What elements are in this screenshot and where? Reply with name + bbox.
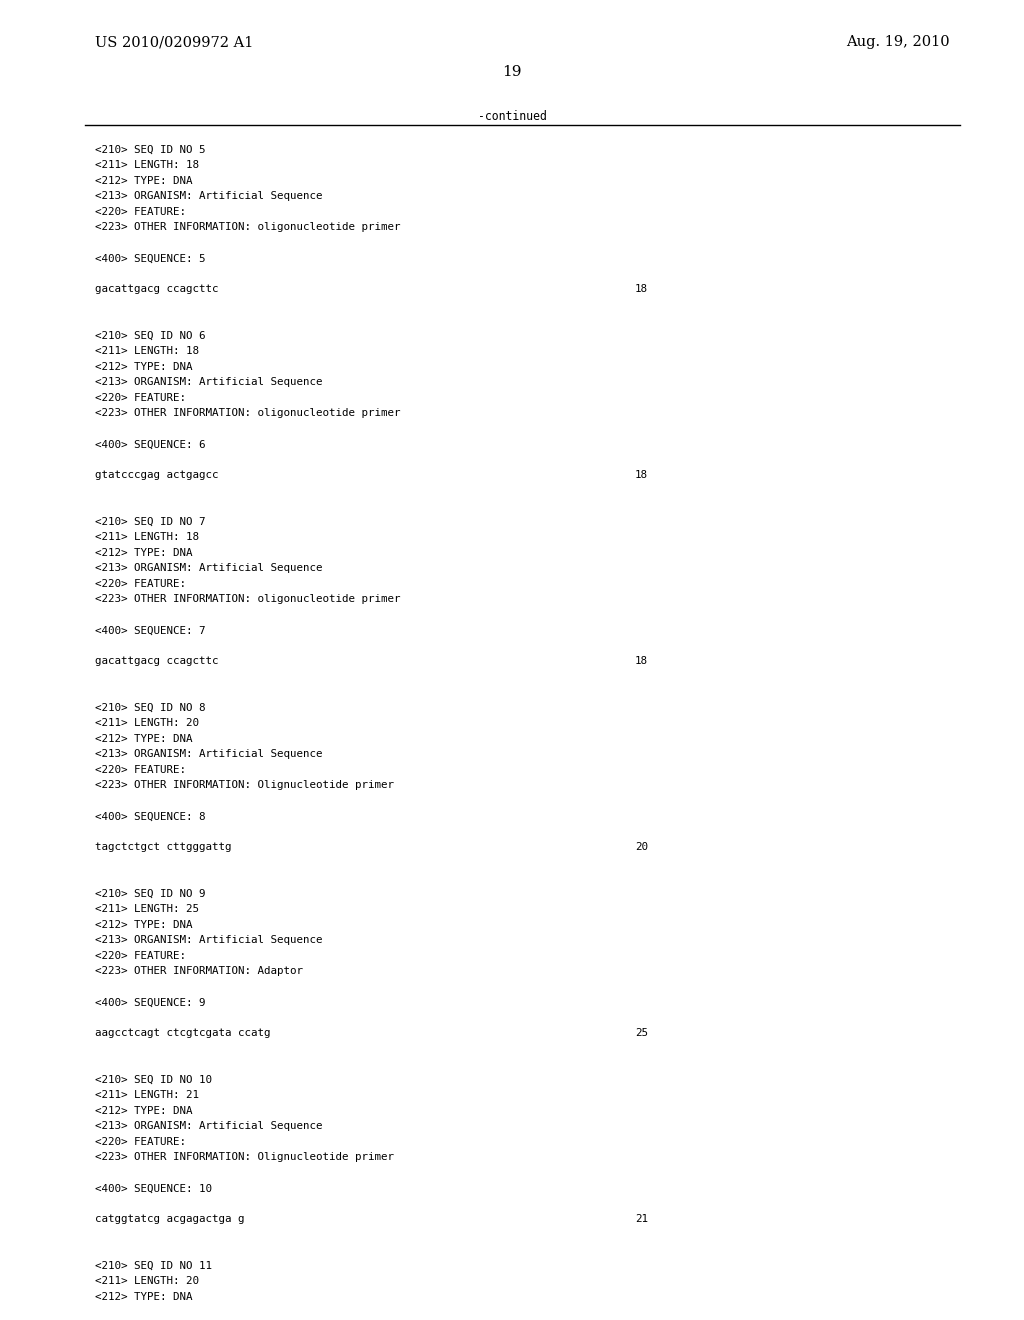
Text: <220> FEATURE:: <220> FEATURE: (95, 766, 186, 775)
Text: <212> TYPE: DNA: <212> TYPE: DNA (95, 176, 193, 186)
Text: <211> LENGTH: 20: <211> LENGTH: 20 (95, 718, 199, 729)
Text: <211> LENGTH: 20: <211> LENGTH: 20 (95, 1276, 199, 1287)
Text: <210> SEQ ID NO 9: <210> SEQ ID NO 9 (95, 888, 206, 899)
Text: gacattgacg ccagcttc: gacattgacg ccagcttc (95, 285, 218, 294)
Text: 25: 25 (635, 1028, 648, 1039)
Text: US 2010/0209972 A1: US 2010/0209972 A1 (95, 36, 253, 49)
Text: <212> TYPE: DNA: <212> TYPE: DNA (95, 734, 193, 744)
Text: <220> FEATURE:: <220> FEATURE: (95, 207, 186, 216)
Text: gacattgacg ccagcttc: gacattgacg ccagcttc (95, 656, 218, 667)
Text: <212> TYPE: DNA: <212> TYPE: DNA (95, 1106, 193, 1115)
Text: Aug. 19, 2010: Aug. 19, 2010 (847, 36, 950, 49)
Text: <220> FEATURE:: <220> FEATURE: (95, 950, 186, 961)
Text: <400> SEQUENCE: 6: <400> SEQUENCE: 6 (95, 440, 206, 450)
Text: <223> OTHER INFORMATION: Olignucleotide primer: <223> OTHER INFORMATION: Olignucleotide … (95, 1152, 394, 1163)
Text: <213> ORGANISM: Artificial Sequence: <213> ORGANISM: Artificial Sequence (95, 936, 323, 945)
Text: <210> SEQ ID NO 6: <210> SEQ ID NO 6 (95, 331, 206, 341)
Text: <223> OTHER INFORMATION: oligonucleotide primer: <223> OTHER INFORMATION: oligonucleotide… (95, 594, 400, 605)
Text: 18: 18 (635, 470, 648, 480)
Text: <223> OTHER INFORMATION: oligonucleotide primer: <223> OTHER INFORMATION: oligonucleotide… (95, 223, 400, 232)
Text: aagcctcagt ctcgtcgata ccatg: aagcctcagt ctcgtcgata ccatg (95, 1028, 270, 1039)
Text: 19: 19 (502, 65, 522, 79)
Text: <211> LENGTH: 18: <211> LENGTH: 18 (95, 161, 199, 170)
Text: <213> ORGANISM: Artificial Sequence: <213> ORGANISM: Artificial Sequence (95, 1122, 323, 1131)
Text: <211> LENGTH: 25: <211> LENGTH: 25 (95, 904, 199, 915)
Text: <210> SEQ ID NO 11: <210> SEQ ID NO 11 (95, 1261, 212, 1271)
Text: <211> LENGTH: 18: <211> LENGTH: 18 (95, 532, 199, 543)
Text: <213> ORGANISM: Artificial Sequence: <213> ORGANISM: Artificial Sequence (95, 191, 323, 202)
Text: <400> SEQUENCE: 9: <400> SEQUENCE: 9 (95, 998, 206, 1007)
Text: gtatcccgag actgagcc: gtatcccgag actgagcc (95, 470, 218, 480)
Text: catggtatcg acgagactga g: catggtatcg acgagactga g (95, 1214, 245, 1225)
Text: 18: 18 (635, 285, 648, 294)
Text: <213> ORGANISM: Artificial Sequence: <213> ORGANISM: Artificial Sequence (95, 750, 323, 759)
Text: <212> TYPE: DNA: <212> TYPE: DNA (95, 548, 193, 558)
Text: <220> FEATURE:: <220> FEATURE: (95, 579, 186, 589)
Text: <212> TYPE: DNA: <212> TYPE: DNA (95, 362, 193, 372)
Text: <213> ORGANISM: Artificial Sequence: <213> ORGANISM: Artificial Sequence (95, 564, 323, 573)
Text: 20: 20 (635, 842, 648, 853)
Text: <220> FEATURE:: <220> FEATURE: (95, 1137, 186, 1147)
Text: <213> ORGANISM: Artificial Sequence: <213> ORGANISM: Artificial Sequence (95, 378, 323, 388)
Text: <223> OTHER INFORMATION: Adaptor: <223> OTHER INFORMATION: Adaptor (95, 966, 303, 977)
Text: <223> OTHER INFORMATION: oligonucleotide primer: <223> OTHER INFORMATION: oligonucleotide… (95, 408, 400, 418)
Text: <210> SEQ ID NO 5: <210> SEQ ID NO 5 (95, 145, 206, 154)
Text: <400> SEQUENCE: 10: <400> SEQUENCE: 10 (95, 1184, 212, 1193)
Text: tagctctgct cttgggattg: tagctctgct cttgggattg (95, 842, 231, 853)
Text: <211> LENGTH: 18: <211> LENGTH: 18 (95, 346, 199, 356)
Text: <400> SEQUENCE: 7: <400> SEQUENCE: 7 (95, 626, 206, 635)
Text: <220> FEATURE:: <220> FEATURE: (95, 393, 186, 403)
Text: <212> TYPE: DNA: <212> TYPE: DNA (95, 1292, 193, 1302)
Text: <223> OTHER INFORMATION: Olignucleotide primer: <223> OTHER INFORMATION: Olignucleotide … (95, 780, 394, 791)
Text: <210> SEQ ID NO 10: <210> SEQ ID NO 10 (95, 1074, 212, 1085)
Text: <212> TYPE: DNA: <212> TYPE: DNA (95, 920, 193, 931)
Text: <400> SEQUENCE: 8: <400> SEQUENCE: 8 (95, 812, 206, 821)
Text: <210> SEQ ID NO 8: <210> SEQ ID NO 8 (95, 704, 206, 713)
Text: -continued: -continued (477, 110, 547, 123)
Text: 21: 21 (635, 1214, 648, 1225)
Text: <400> SEQUENCE: 5: <400> SEQUENCE: 5 (95, 253, 206, 264)
Text: <210> SEQ ID NO 7: <210> SEQ ID NO 7 (95, 517, 206, 527)
Text: 18: 18 (635, 656, 648, 667)
Text: <211> LENGTH: 21: <211> LENGTH: 21 (95, 1090, 199, 1101)
